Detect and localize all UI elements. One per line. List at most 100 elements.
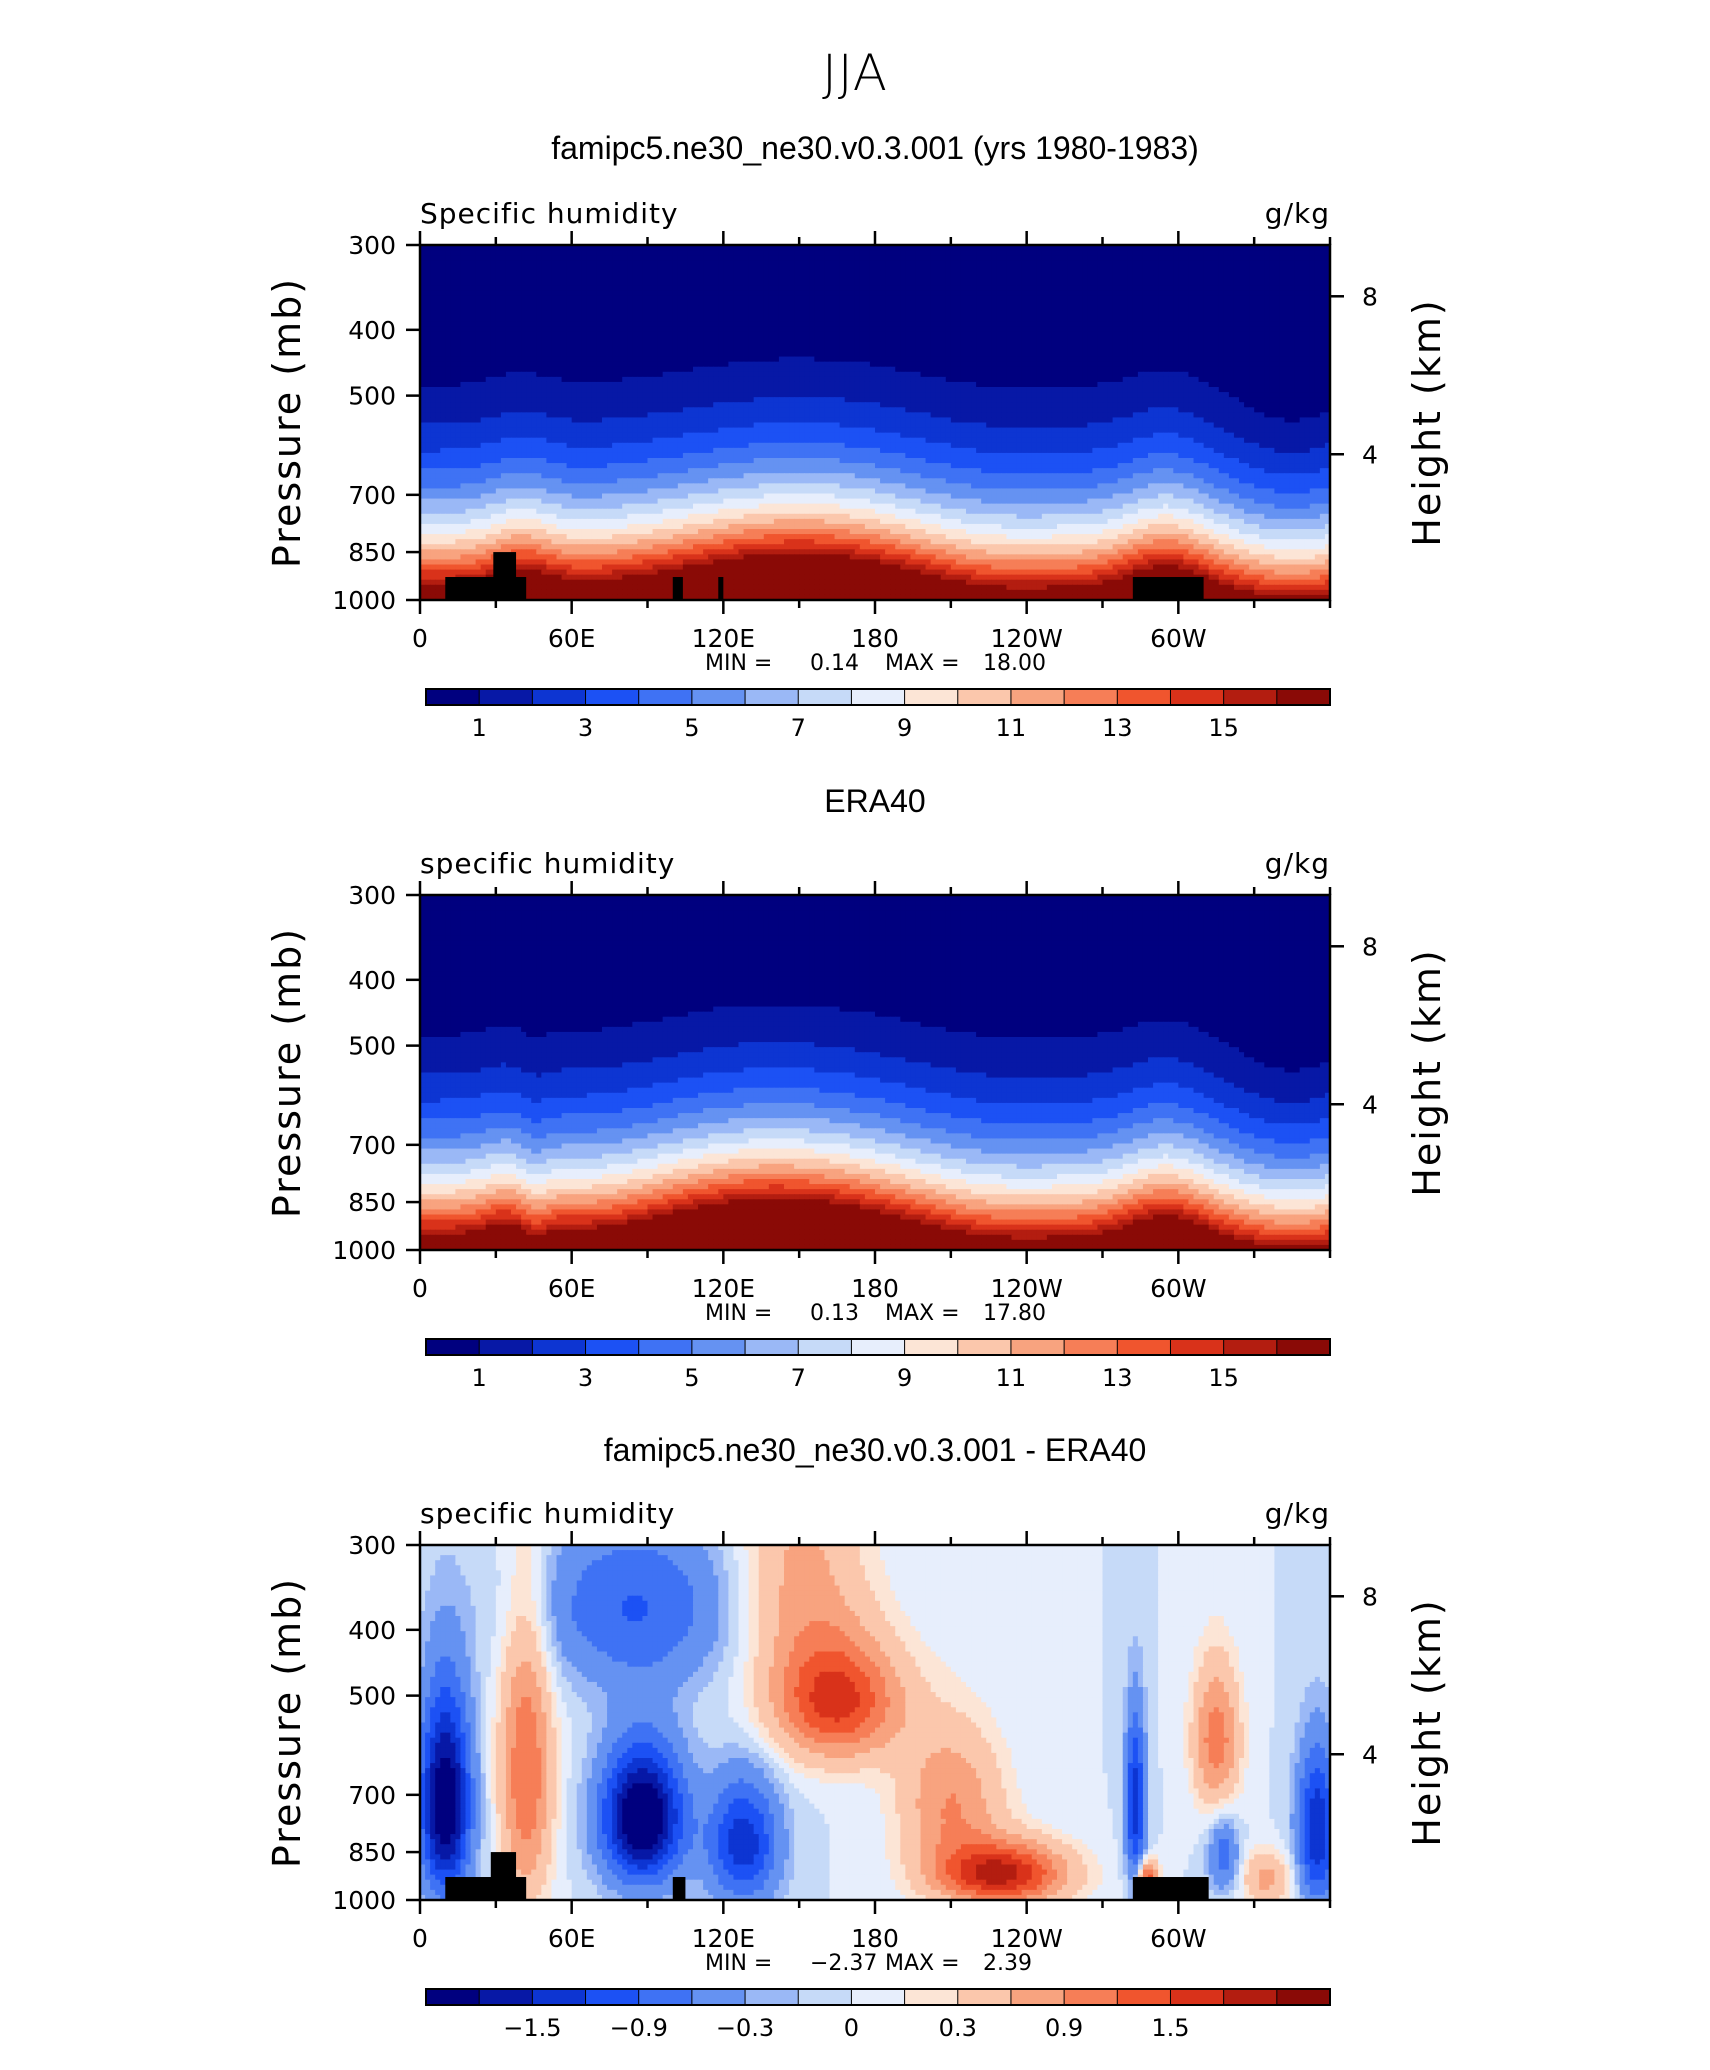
- x-tick-label: 120W: [990, 624, 1062, 653]
- topography-block: [1133, 1877, 1209, 1900]
- y-tick-label: 700: [348, 481, 396, 510]
- colorbar-swatch: [745, 1339, 799, 1355]
- x-tick-label: 120E: [692, 624, 756, 653]
- colorbar-swatch: [851, 1989, 905, 2005]
- x-tick-label: 120E: [692, 1274, 756, 1303]
- colorbar-swatch: [1011, 1339, 1065, 1355]
- colorbar-swatch: [1224, 1989, 1278, 2005]
- min-label: MIN =: [705, 1301, 772, 1326]
- max-value: 17.80: [983, 1301, 1046, 1326]
- colorbar-swatch: [798, 1339, 852, 1355]
- contour-field: [420, 895, 1331, 1251]
- min-value: −2.37: [810, 1951, 877, 1976]
- x-tick-label: 180: [851, 1274, 899, 1303]
- y-right-tick-label: 8: [1362, 932, 1378, 961]
- variable-label: Specific humidity: [420, 197, 679, 230]
- colorbar-swatch: [479, 1989, 533, 2005]
- topography-block: [718, 577, 723, 600]
- y-tick-label: 700: [348, 1781, 396, 1810]
- colorbar-swatch: [1170, 1989, 1224, 2005]
- y-tick-label: 850: [348, 1838, 396, 1867]
- x-tick-label: 120W: [990, 1274, 1062, 1303]
- y-tick-label: 400: [348, 316, 396, 345]
- topography-block: [1133, 577, 1204, 600]
- x-tick-label: 0: [412, 624, 428, 653]
- colorbar-swatch: [905, 1339, 959, 1355]
- colorbar-tick-label: 15: [1208, 714, 1239, 742]
- y-right-tick-label: 4: [1362, 440, 1378, 469]
- colorbar-swatch: [692, 1989, 746, 2005]
- max-value: 2.39: [983, 1951, 1032, 1976]
- colorbar-swatch: [1011, 689, 1065, 705]
- colorbar-swatch: [532, 1339, 586, 1355]
- y-tick-label: 500: [348, 1682, 396, 1711]
- colorbar-swatch: [426, 1339, 480, 1355]
- colorbar-tick-label: 1: [472, 714, 487, 742]
- y-tick-label: 1000: [332, 586, 396, 615]
- colorbar-swatch: [1117, 1989, 1171, 2005]
- colorbar-swatch: [532, 689, 586, 705]
- colorbar-swatch: [905, 689, 959, 705]
- x-tick-label: 60E: [548, 1924, 596, 1953]
- colorbar-swatch: [586, 1339, 640, 1355]
- colorbar-swatch: [1064, 1989, 1118, 2005]
- topography-block: [673, 577, 683, 600]
- units-label: g/kg: [1265, 197, 1330, 230]
- units-label: g/kg: [1265, 1497, 1330, 1530]
- y-axis-title: Pressure (mb): [265, 1577, 309, 1868]
- y-tick-label: 850: [348, 1188, 396, 1217]
- colorbar-swatch: [586, 1989, 640, 2005]
- y-right-tick-label: 4: [1362, 1740, 1378, 1769]
- x-tick-label: 180: [851, 624, 899, 653]
- colorbar-tick-label: 5: [684, 714, 699, 742]
- colorbar-swatch: [1170, 689, 1224, 705]
- y-axis-title: Pressure (mb): [265, 927, 309, 1218]
- colorbar-swatch: [745, 689, 799, 705]
- colorbar-tick-label: 9: [897, 1364, 912, 1392]
- variable-label: specific humidity: [420, 847, 675, 880]
- y-tick-label: 400: [348, 966, 396, 995]
- colorbar-swatch: [1224, 1339, 1278, 1355]
- colorbar-swatch: [851, 1339, 905, 1355]
- colorbar-swatch: [639, 689, 693, 705]
- max-label: MAX =: [885, 1951, 960, 1976]
- max-value: 18.00: [983, 651, 1046, 676]
- x-tick-label: 60W: [1150, 1274, 1207, 1303]
- colorbar-tick-label: 15: [1208, 1364, 1239, 1392]
- colorbar-swatch: [958, 1339, 1012, 1355]
- colorbar-swatch: [905, 1989, 959, 2005]
- colorbar-swatch: [1064, 1339, 1118, 1355]
- colorbar-tick-label: 13: [1102, 1364, 1133, 1392]
- colorbar-swatch: [426, 689, 480, 705]
- y-right-axis-title: Height (km): [1405, 298, 1449, 546]
- colorbar-swatch: [639, 1339, 693, 1355]
- colorbar-swatch: [1224, 689, 1278, 705]
- y-right-tick-label: 8: [1362, 1582, 1378, 1611]
- units-label: g/kg: [1265, 847, 1330, 880]
- colorbar-swatch: [479, 1339, 533, 1355]
- colorbar-swatch: [798, 689, 852, 705]
- colorbar-tick-label: 3: [578, 1364, 593, 1392]
- panel-3-title: famipc5.ne30_ne30.v0.3.001 - ERA40: [0, 1432, 1710, 1469]
- x-tick-label: 60W: [1150, 1924, 1207, 1953]
- y-axis-title: Pressure (mb): [265, 277, 309, 568]
- max-label: MAX =: [885, 1301, 960, 1326]
- y-right-tick-label: 8: [1362, 282, 1378, 311]
- colorbar-swatch: [692, 1339, 746, 1355]
- y-tick-label: 850: [348, 538, 396, 567]
- x-tick-label: 180: [851, 1924, 899, 1953]
- contour-field: [420, 245, 1331, 601]
- min-label: MIN =: [705, 651, 772, 676]
- y-tick-label: 1000: [332, 1886, 396, 1915]
- colorbar-swatch: [1277, 689, 1331, 705]
- y-tick-label: 300: [348, 1531, 396, 1560]
- colorbar-swatch: [532, 1989, 586, 2005]
- colorbar-tick-label: 1: [472, 1364, 487, 1392]
